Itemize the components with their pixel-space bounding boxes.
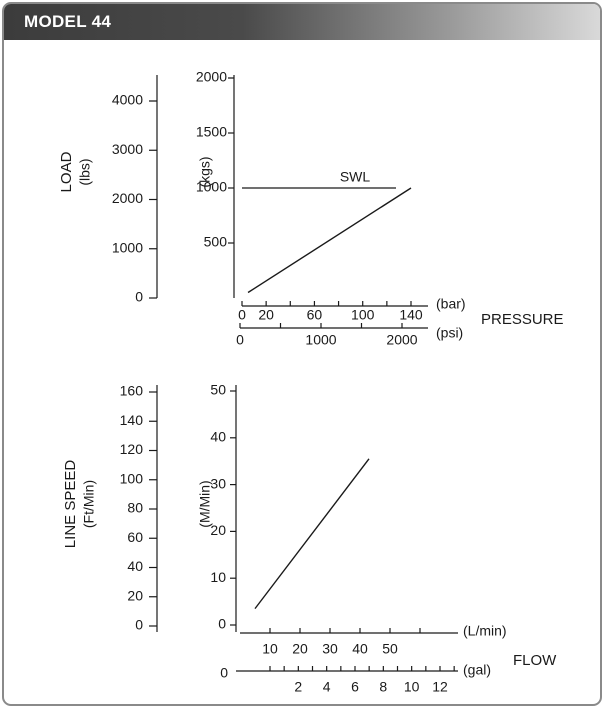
load-axis-title: LOAD [58, 151, 75, 192]
line-speed-axis-title: LINE SPEED [62, 460, 79, 549]
ftmin-tick-label: 100 [120, 470, 144, 486]
lbs-tick-label: 1000 [112, 239, 143, 255]
header-bar: MODEL 44 [4, 4, 600, 40]
mmin-tick-label: 10 [210, 569, 226, 585]
kgs-tick-label: 2000 [196, 69, 227, 85]
bar-tick-label: 20 [258, 307, 274, 323]
gal-tick-label: 4 [323, 679, 331, 695]
lmin-tick-label: 10 [262, 641, 278, 657]
ftmin-tick-label: 140 [120, 412, 144, 428]
lmin-tick-label: 40 [352, 641, 368, 657]
lbs-tick-label: 4000 [112, 92, 143, 108]
ftmin-tick-label: 120 [120, 441, 144, 457]
psi-tick-label: 0 [236, 332, 244, 348]
flow-axis-title: FLOW [513, 652, 557, 669]
mmin-tick-label: 40 [210, 429, 226, 445]
ftmin-tick-label: 60 [127, 529, 143, 545]
mmin-tick-label: 30 [210, 475, 226, 491]
bar-unit-label: (bar) [436, 296, 466, 312]
mmin-tick-label: 0 [218, 616, 226, 632]
lbs-tick-label: 3000 [112, 141, 143, 157]
gal-unit-label: (gal) [463, 662, 491, 678]
swl-label: SWL [340, 169, 371, 185]
psi-tick-label: 1000 [305, 332, 336, 348]
lbs-unit-label: (lbs) [77, 158, 93, 185]
gal-tick-label: 2 [294, 679, 302, 695]
bar-tick-label: 0 [238, 307, 246, 323]
gal-tick-label: 0 [220, 665, 228, 681]
gal-tick-label: 10 [404, 679, 420, 695]
kgs-tick-label: 1500 [196, 124, 227, 140]
kgs-tick-label: 500 [204, 234, 228, 250]
lmin-tick-label: 50 [382, 641, 398, 657]
model-title: MODEL 44 [24, 12, 112, 31]
psi-tick-label: 2000 [386, 332, 417, 348]
mmin-unit-label: (M/Min) [197, 480, 213, 527]
ftmin-tick-label: 40 [127, 558, 143, 574]
lbs-tick-label: 0 [135, 289, 143, 305]
ftmin-unit-label: (Ft/Min) [81, 480, 97, 528]
load-pressure-line [247, 187, 412, 294]
lmin-tick-label: 20 [292, 641, 308, 657]
lmin-tick-label: 30 [322, 641, 338, 657]
bar-tick-label: 100 [351, 307, 375, 323]
ftmin-tick-label: 20 [127, 587, 143, 603]
bar-tick-label: 60 [307, 307, 323, 323]
ftmin-tick-label: 160 [120, 383, 144, 399]
pressure-axis-title: PRESSURE [481, 311, 564, 328]
ftmin-tick-label: 80 [127, 500, 143, 516]
kgs-tick-label: 1000 [196, 179, 227, 195]
chart-panel: MODEL 44 0 1000 2000 3000 4000 LOAD (lbs) 500 10… [2, 2, 602, 706]
kgs-unit-label: (kgs) [197, 156, 213, 187]
gal-tick-label: 8 [379, 679, 387, 695]
speed-flow-line [254, 458, 370, 610]
gal-tick-label: 6 [351, 679, 359, 695]
mmin-tick-label: 20 [210, 522, 226, 538]
lmin-unit-label: (L/min) [463, 623, 507, 639]
gal-tick-label: 12 [432, 679, 448, 695]
bar-tick-label: 140 [399, 307, 423, 323]
ftmin-tick-label: 0 [135, 617, 143, 633]
psi-unit-label: (psi) [436, 325, 463, 341]
mmin-tick-label: 50 [210, 382, 226, 398]
lbs-tick-label: 2000 [112, 190, 143, 206]
